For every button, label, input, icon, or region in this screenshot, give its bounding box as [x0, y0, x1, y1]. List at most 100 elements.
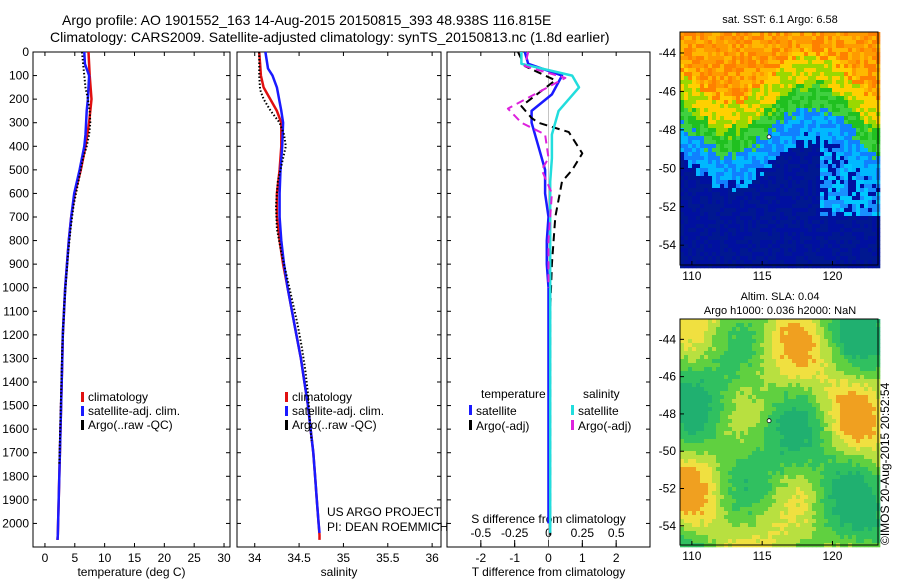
x-tick-label: 2 — [613, 551, 620, 565]
x-tick-label: 10 — [98, 551, 112, 565]
y-tick-label: 1900 — [2, 493, 29, 507]
y-tick-label: 700 — [9, 210, 29, 224]
x-tick-label: 35.5 — [376, 551, 400, 565]
y-tick-label: 1200 — [2, 328, 29, 342]
x-tick-label: 20 — [158, 551, 172, 565]
y-tick-label: 900 — [9, 257, 29, 271]
x-tick-label: 34.5 — [287, 551, 311, 565]
legend-label: satellite — [578, 404, 619, 418]
legend-swatch — [81, 420, 84, 430]
y-tick-label: 800 — [9, 234, 29, 248]
sst-map: -44 -46 -48 -50 -52 -54 110 115 120 — [659, 31, 881, 283]
x-tick-label: 30 — [217, 551, 231, 565]
difference-panel: -2 -1 0 1 2T difference from climatology -0.5… — [446, 51, 651, 579]
legend-swatch — [469, 405, 472, 415]
x-tick-label: 36 — [425, 551, 439, 565]
y-tick-label: 1800 — [2, 469, 29, 483]
x-tick-label: 0 — [42, 551, 49, 565]
credit-line-1: US ARGO PROJECT — [327, 505, 442, 519]
x2-tick-label: 0.5 — [608, 526, 625, 540]
map-x-tick-label: 110 — [682, 549, 701, 563]
figure-title-line-1: Argo profile: AO 1901552_163 14-Aug-2015… — [62, 12, 552, 28]
legend-swatch — [285, 420, 288, 430]
x-tick-label: 34 — [248, 551, 262, 565]
map-y-tick-label: -48 — [659, 407, 677, 421]
series-line-argo-adj- — [506, 51, 567, 288]
map-y-tick-label: -54 — [659, 519, 677, 533]
x-tick-label: 15 — [128, 551, 142, 565]
sst-map-title: sat. SST: 6.1 Argo: 6.58 — [722, 14, 838, 26]
map-frame — [679, 318, 879, 546]
legend-label: satellite-adj. clim. — [292, 404, 384, 418]
legend-swatch — [285, 406, 288, 416]
x-axis-label: temperature (deg C) — [77, 565, 185, 579]
map-x-tick-label: 115 — [753, 269, 772, 283]
y-tick-label: 2000 — [2, 516, 29, 530]
series-line-satellite — [523, 51, 564, 524]
map-y-tick-label: -50 — [659, 444, 677, 458]
map-y-tick-label: -46 — [659, 370, 677, 384]
y-tick-label: 1300 — [2, 351, 29, 365]
legend-label: Argo(..raw -QC) — [292, 418, 377, 432]
map-y-tick-label: -44 — [659, 332, 677, 346]
y-tick-label: 1700 — [2, 446, 29, 460]
legend-label: satellite-adj. clim. — [88, 404, 180, 418]
plot-frame — [236, 51, 442, 548]
map-y-tick-label: -46 — [659, 84, 677, 98]
x-tick-label: -1 — [509, 551, 520, 565]
salinity-panel: 34 34.5 35 35.5 36 salinity climatologysatelli… — [236, 51, 442, 579]
map-x-tick-label: 120 — [822, 269, 842, 283]
argo-float-marker — [766, 418, 772, 424]
legend-label: Argo(-adj) — [578, 419, 631, 433]
sla-map-title-1: Altim. SLA: 0.04 — [740, 291, 820, 303]
legend-header-salinity: salinity — [583, 387, 620, 401]
map-frame — [679, 31, 879, 266]
map-x-tick-label: 120 — [822, 549, 842, 563]
y-tick-label: 1500 — [2, 399, 29, 413]
y-tick-label: 600 — [9, 186, 29, 200]
sla-map-title-2: Argo h1000: 0.036 h2000: NaN — [703, 305, 857, 317]
y-tick-label: 1400 — [2, 375, 29, 389]
series-line-satellite — [520, 52, 581, 533]
map-y-tick-label: -50 — [659, 161, 677, 175]
y-tick-label: 400 — [9, 139, 29, 153]
legend-label: satellite — [476, 404, 517, 418]
legend-swatch — [81, 392, 84, 402]
legend-swatch — [571, 420, 574, 430]
x-axis-label: T difference from climatology — [472, 565, 626, 579]
x-tick-label: 0 — [545, 551, 552, 565]
y-tick-label: 300 — [9, 116, 29, 130]
legend-label: Argo(-adj) — [476, 419, 529, 433]
legend-swatch — [469, 420, 472, 430]
x-axis-label: salinity — [321, 565, 358, 579]
map-y-tick-label: -44 — [659, 46, 677, 60]
credit-line-2: PI: DEAN ROEMMICH — [327, 520, 448, 534]
x-tick-label: 35 — [337, 551, 351, 565]
y-tick-label: 1000 — [2, 281, 29, 295]
x2-tick-label: -0.5 — [470, 526, 491, 540]
legend-header-temperature: temperature — [481, 387, 546, 401]
legend-label: Argo(..raw -QC) — [88, 418, 173, 432]
argo-float-marker — [766, 134, 772, 140]
legend-label: climatology — [292, 390, 352, 404]
y-tick-label: 0 — [22, 45, 29, 59]
y-tick-label: 100 — [9, 69, 29, 83]
sla-map: -44 -46 -48 -50 -52 -54 110 115 120 — [659, 318, 881, 563]
map-y-tick-label: -52 — [659, 200, 677, 214]
map-x-tick-label: 110 — [682, 269, 701, 283]
x2-tick-label: -0.25 — [501, 526, 529, 540]
map-y-tick-label: -54 — [659, 238, 677, 252]
legend-label: climatology — [88, 390, 148, 404]
x-tick-label: -2 — [475, 551, 486, 565]
x-tick-label: 5 — [71, 551, 78, 565]
imos-stamp: ©IMOS 20-Aug-2015 20:52:54 — [878, 382, 892, 545]
plot-frame — [32, 51, 231, 548]
x-tick-label: 25 — [188, 551, 202, 565]
x2-tick-label: 0.25 — [571, 526, 595, 540]
legend-swatch — [285, 392, 288, 402]
y-tick-label: 1600 — [2, 422, 29, 436]
series-line-argo-adj- — [517, 51, 584, 536]
y-tick-label: 1100 — [3, 304, 29, 318]
figure-title-line-2: Climatology: CARS2009. Satellite-adjuste… — [50, 29, 610, 45]
